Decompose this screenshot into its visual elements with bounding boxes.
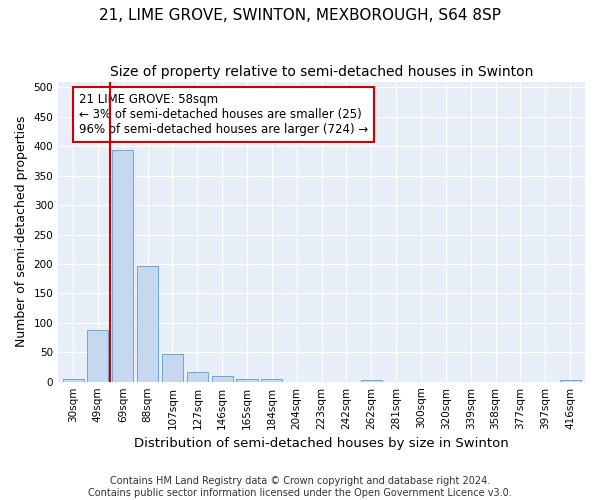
Bar <box>162 354 183 382</box>
Bar <box>187 372 208 382</box>
Bar <box>236 380 257 382</box>
Title: Size of property relative to semi-detached houses in Swinton: Size of property relative to semi-detach… <box>110 65 533 79</box>
Text: 21, LIME GROVE, SWINTON, MEXBOROUGH, S64 8SP: 21, LIME GROVE, SWINTON, MEXBOROUGH, S64… <box>99 8 501 22</box>
Text: 21 LIME GROVE: 58sqm
← 3% of semi-detached houses are smaller (25)
96% of semi-d: 21 LIME GROVE: 58sqm ← 3% of semi-detach… <box>79 94 368 136</box>
Y-axis label: Number of semi-detached properties: Number of semi-detached properties <box>15 116 28 348</box>
Bar <box>361 380 382 382</box>
X-axis label: Distribution of semi-detached houses by size in Swinton: Distribution of semi-detached houses by … <box>134 437 509 450</box>
Bar <box>137 266 158 382</box>
Bar <box>62 378 83 382</box>
Bar <box>262 378 283 382</box>
Bar <box>112 150 133 382</box>
Bar <box>560 380 581 382</box>
Bar <box>88 330 109 382</box>
Text: Contains HM Land Registry data © Crown copyright and database right 2024.
Contai: Contains HM Land Registry data © Crown c… <box>88 476 512 498</box>
Bar <box>212 376 233 382</box>
